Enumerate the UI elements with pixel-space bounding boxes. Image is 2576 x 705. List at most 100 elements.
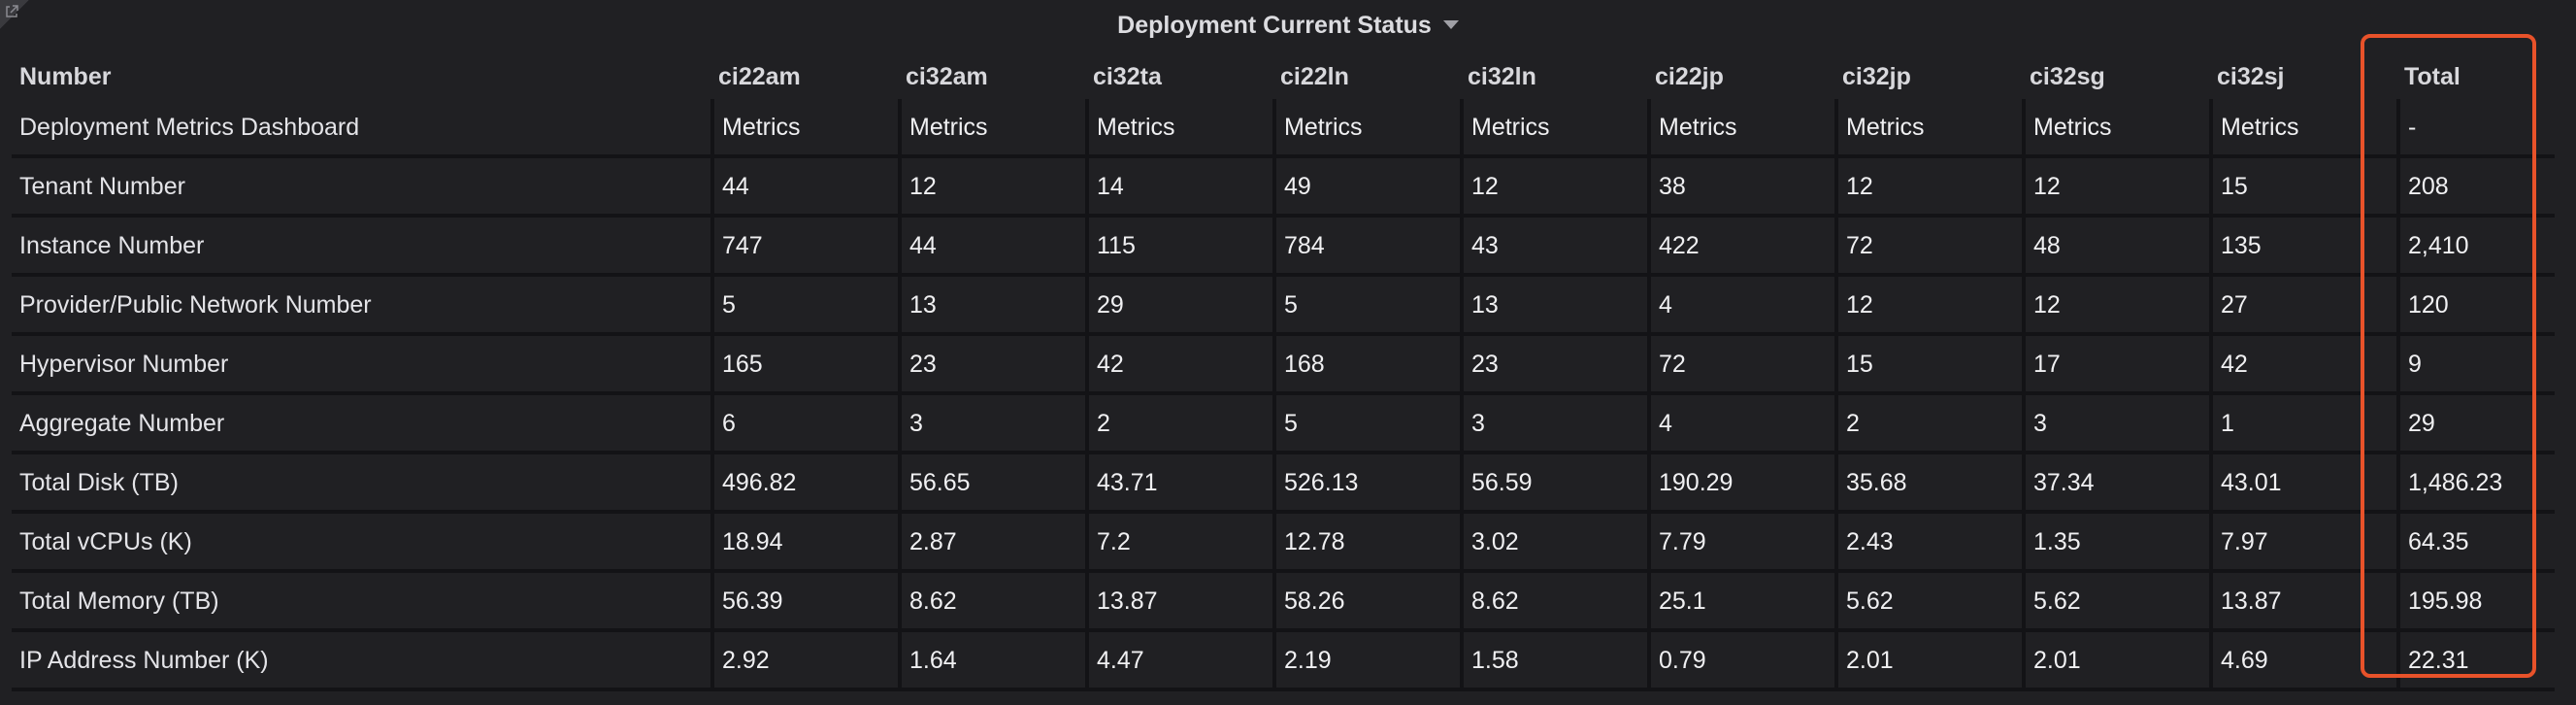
- table-cell: 5.62: [2022, 573, 2209, 632]
- table-cell: 190.29: [1647, 454, 1834, 514]
- table-row: IP Address Number (K) 2.92 1.64 4.47 2.19 1.5…: [12, 632, 2555, 691]
- table-cell: 4.47: [1085, 632, 1272, 691]
- column-header-total[interactable]: Total: [2404, 62, 2460, 90]
- table-cell: Metrics: [1647, 99, 1834, 158]
- table-cell: 135: [2209, 218, 2396, 277]
- table-cell: Metrics: [898, 99, 1085, 158]
- table-cell: 0.79: [1647, 632, 1834, 691]
- table-cell: 72: [1647, 336, 1834, 395]
- table-cell: 3: [898, 395, 1085, 454]
- panel-link-corner[interactable]: [0, 0, 29, 29]
- column-header-ci32jp[interactable]: ci32jp: [1842, 62, 1911, 90]
- table-cell: 168: [1272, 336, 1460, 395]
- table-cell: 17: [2022, 336, 2209, 395]
- table-cell: 7.79: [1647, 514, 1834, 573]
- table-cell: -: [2396, 99, 2555, 158]
- table-row: Instance Number 747 44 115 784 43 422 72 48 135 2,…: [12, 218, 2555, 277]
- table-cell: 7.2: [1085, 514, 1272, 573]
- table-cell: 18.94: [710, 514, 898, 573]
- table-cell: 747: [710, 218, 898, 277]
- table-cell: Metrics: [1834, 99, 2022, 158]
- table-cell: 35.68: [1834, 454, 2022, 514]
- table-row: Total Memory (TB) 56.39 8.62 13.87 58.26 8.62…: [12, 573, 2555, 632]
- table-cell: 13.87: [2209, 573, 2396, 632]
- table-row: Total vCPUs (K) 18.94 2.87 7.2 12.78 3.02 7.79…: [12, 514, 2555, 573]
- table-cell: 23: [898, 336, 1085, 395]
- table-body: Deployment Metrics Dashboard Metrics Metri…: [12, 99, 2555, 691]
- table-cell: Metrics: [1272, 99, 1460, 158]
- table-cell: 12: [2022, 158, 2209, 218]
- table-cell: 496.82: [710, 454, 898, 514]
- table-cell: 13: [1460, 277, 1647, 336]
- row-label: Hypervisor Number: [12, 336, 710, 395]
- table-cell: 29: [2396, 395, 2555, 454]
- status-table: Number ci22am ci32am ci32ta ci22ln ci32ln ci22…: [12, 54, 2555, 691]
- row-label: Instance Number: [12, 218, 710, 277]
- table-cell: 23: [1460, 336, 1647, 395]
- table-row: Deployment Metrics Dashboard Metrics Metri…: [12, 99, 2555, 158]
- table-cell: 4: [1647, 395, 1834, 454]
- column-header-ci22jp[interactable]: ci22jp: [1655, 62, 1724, 90]
- table-cell: 8.62: [1460, 573, 1647, 632]
- table-cell: 49: [1272, 158, 1460, 218]
- table-cell: 2.19: [1272, 632, 1460, 691]
- table-row: Tenant Number 44 12 14 49 12 38 12 12 15 208: [12, 158, 2555, 218]
- table-cell: 5: [710, 277, 898, 336]
- table-cell: 2.87: [898, 514, 1085, 573]
- table-cell: Metrics: [2209, 99, 2396, 158]
- table-cell: 72: [1834, 218, 2022, 277]
- table-cell: 43.01: [2209, 454, 2396, 514]
- column-header-ci32sg[interactable]: ci32sg: [2030, 62, 2105, 90]
- table-cell: 37.34: [2022, 454, 2209, 514]
- table-cell: 56.59: [1460, 454, 1647, 514]
- row-label: Deployment Metrics Dashboard: [12, 99, 710, 158]
- column-header-ci22ln[interactable]: ci22ln: [1280, 62, 1349, 90]
- table-cell: 43.71: [1085, 454, 1272, 514]
- table-cell: 27: [2209, 277, 2396, 336]
- table-cell: 1.64: [898, 632, 1085, 691]
- column-header-number[interactable]: Number: [19, 62, 112, 90]
- table-cell: 4.69: [2209, 632, 2396, 691]
- table-cell: 3: [2022, 395, 2209, 454]
- table-cell: 2: [1085, 395, 1272, 454]
- table-cell: 13.87: [1085, 573, 1272, 632]
- row-label: Total Disk (TB): [12, 454, 710, 514]
- row-label: Total vCPUs (K): [12, 514, 710, 573]
- table-cell: 115: [1085, 218, 1272, 277]
- table-cell: 6: [710, 395, 898, 454]
- column-header-ci32am[interactable]: ci32am: [906, 62, 988, 90]
- table-row: Hypervisor Number 165 23 42 168 23 72 15 17 42 9: [12, 336, 2555, 395]
- column-header-ci32sj[interactable]: ci32sj: [2217, 62, 2285, 90]
- table-cell: 1: [2209, 395, 2396, 454]
- table-cell: 7.97: [2209, 514, 2396, 573]
- table-row: Aggregate Number 6 3 2 5 3 4 2 3 1 29: [12, 395, 2555, 454]
- table-cell: 25.1: [1647, 573, 1834, 632]
- table-cell: 2.43: [1834, 514, 2022, 573]
- table-cell: 12.78: [1272, 514, 1460, 573]
- table-cell: 56.39: [710, 573, 898, 632]
- table-cell: 4: [1647, 277, 1834, 336]
- table-cell: 195.98: [2396, 573, 2555, 632]
- table-cell: 56.65: [898, 454, 1085, 514]
- table-cell: 1,486.23: [2396, 454, 2555, 514]
- table-cell: 2.92: [710, 632, 898, 691]
- table-cell: 64.35: [2396, 514, 2555, 573]
- chevron-down-icon[interactable]: [1442, 19, 1459, 29]
- table-cell: 784: [1272, 218, 1460, 277]
- table-cell: 2.01: [2022, 632, 2209, 691]
- table-cell: 15: [1834, 336, 2022, 395]
- table-cell: 9: [2396, 336, 2555, 395]
- table-cell: 12: [1834, 277, 2022, 336]
- column-header-ci32ta[interactable]: ci32ta: [1093, 62, 1162, 90]
- table-cell: 12: [898, 158, 1085, 218]
- table-cell: 48: [2022, 218, 2209, 277]
- table-cell: 1.35: [2022, 514, 2209, 573]
- table-cell: 29: [1085, 277, 1272, 336]
- column-header-ci32ln[interactable]: ci32ln: [1468, 62, 1536, 90]
- panel-title[interactable]: Deployment Current Status: [1117, 12, 1432, 39]
- table-cell: 42: [1085, 336, 1272, 395]
- table-cell: Metrics: [2022, 99, 2209, 158]
- table-cell: 208: [2396, 158, 2555, 218]
- table-header-row: Number ci22am ci32am ci32ta ci22ln ci32ln ci22…: [12, 54, 2555, 99]
- column-header-ci22am[interactable]: ci22am: [718, 62, 801, 90]
